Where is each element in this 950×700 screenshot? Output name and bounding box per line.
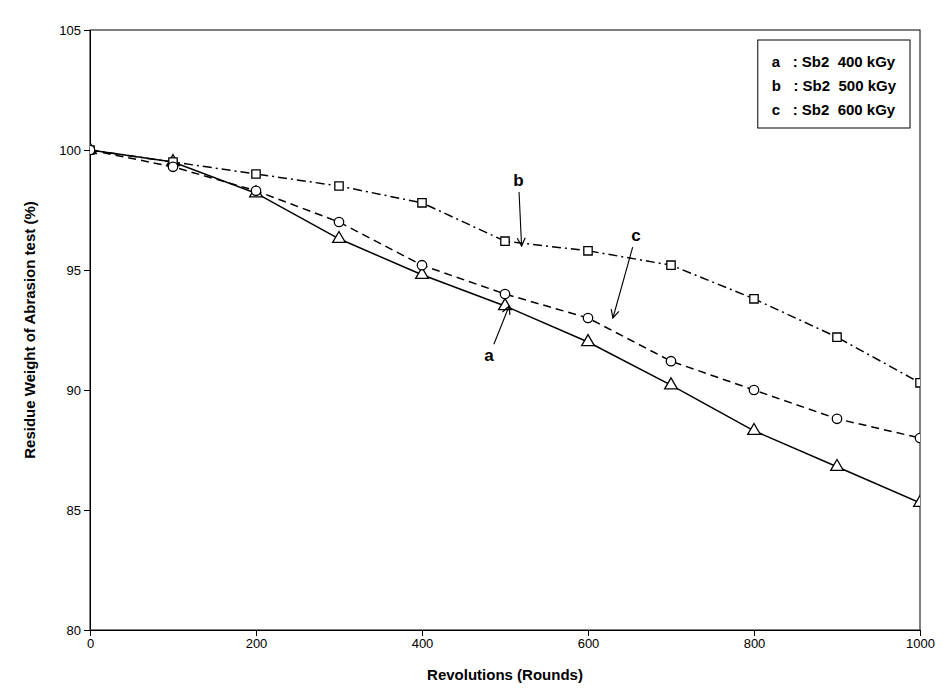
series-marker — [748, 423, 761, 434]
tick: 0 — [87, 630, 94, 651]
tick-mark — [84, 30, 90, 31]
annotation-arrow — [613, 247, 633, 318]
series-marker — [833, 333, 841, 341]
tick-mark — [84, 390, 90, 391]
series-marker — [582, 335, 595, 346]
legend-box — [758, 40, 910, 128]
series-marker — [168, 162, 177, 171]
annotation-arrow — [494, 306, 509, 344]
y-axis: 80 85 90 95 100 105 — [59, 23, 90, 638]
axis-line — [84, 31, 91, 631]
tick: 80 — [67, 623, 90, 638]
tick: 200 — [246, 630, 268, 651]
tick-mark — [588, 630, 589, 636]
tick: 95 — [67, 263, 90, 278]
tick: 105 — [59, 23, 90, 38]
series-line — [90, 150, 920, 383]
tick-label: 600 — [578, 636, 600, 651]
tick-label: 90 — [67, 383, 81, 398]
annotation-text: a — [484, 346, 494, 365]
series-marker — [916, 379, 920, 387]
axis-line — [91, 631, 921, 637]
tick: 85 — [67, 503, 90, 518]
x-axis: 0 200 400 600 800 1000 — [87, 630, 935, 651]
legend: a : Sb2 400 kGy b : Sb2 500 kGy c : Sb2 60… — [758, 40, 910, 128]
series-marker — [915, 433, 920, 442]
plot-frame — [90, 30, 920, 630]
series-line — [90, 150, 920, 503]
tick-mark — [84, 270, 90, 271]
tick-label: 100 — [59, 143, 81, 158]
tick: 1000 — [906, 630, 935, 651]
tick: 400 — [412, 630, 434, 651]
tick: 600 — [578, 630, 600, 651]
tick-label: 0 — [87, 636, 94, 651]
tick: 100 — [59, 143, 90, 158]
series-marker — [90, 146, 94, 154]
series-marker — [832, 414, 841, 423]
tick-label: 80 — [67, 623, 81, 638]
series-marker — [334, 217, 343, 226]
tick-mark — [84, 510, 90, 511]
series-marker — [335, 182, 343, 190]
series-marker — [750, 295, 758, 303]
legend-entry: a : Sb2 400 kGy — [772, 53, 896, 70]
series-marker — [667, 261, 675, 269]
series-marker — [583, 313, 592, 322]
y-axis-title: Residue Weight of Abrasion test (%) — [21, 201, 38, 459]
chart: 0 200 400 600 800 1000 80 85 90 95 100 105 Revolutio… — [0, 0, 950, 700]
series-marker — [418, 199, 426, 207]
annotations: a b c — [484, 171, 640, 365]
series-marker — [584, 247, 592, 255]
annotation-text: b — [513, 171, 523, 190]
tick-label: 85 — [67, 503, 81, 518]
series-marker — [500, 289, 509, 298]
series-marker — [831, 459, 844, 470]
tick: 800 — [744, 630, 766, 651]
series-marker — [499, 299, 512, 310]
tick-label: 200 — [246, 636, 268, 651]
tick-mark — [84, 150, 90, 151]
tick-mark — [754, 630, 755, 636]
series-marker — [665, 378, 678, 389]
series-marker — [250, 186, 263, 197]
tick-label: 400 — [412, 636, 434, 651]
plot-area: 0 200 400 600 800 1000 80 85 90 95 100 105 Revolutio… — [21, 23, 935, 683]
tick-mark — [422, 630, 423, 636]
series-marker — [666, 356, 675, 365]
annotation-arrow — [519, 192, 522, 246]
series-marker — [914, 495, 920, 506]
legend-entry: c : Sb2 600 kGy — [772, 101, 896, 118]
tick-label: 800 — [744, 636, 766, 651]
tick-mark — [256, 630, 257, 636]
series-line — [90, 150, 920, 438]
tick-label: 95 — [67, 263, 81, 278]
tick: 90 — [67, 383, 90, 398]
legend-entry: b : Sb2 500 kGy — [772, 77, 897, 94]
series-marker — [501, 237, 509, 245]
tick-label: 105 — [59, 23, 81, 38]
tick-label: 1000 — [906, 636, 935, 651]
tick-mark — [84, 630, 90, 631]
annotation-text: c — [631, 226, 640, 245]
series-marker — [252, 170, 260, 178]
series-marker — [251, 186, 260, 195]
x-axis-title: Revolutions (Rounds) — [427, 666, 583, 683]
series-marker — [417, 260, 426, 269]
tick-mark — [920, 630, 921, 636]
series-group — [90, 143, 920, 507]
series-marker — [90, 145, 95, 154]
series-marker — [333, 231, 346, 242]
series-marker — [749, 385, 758, 394]
